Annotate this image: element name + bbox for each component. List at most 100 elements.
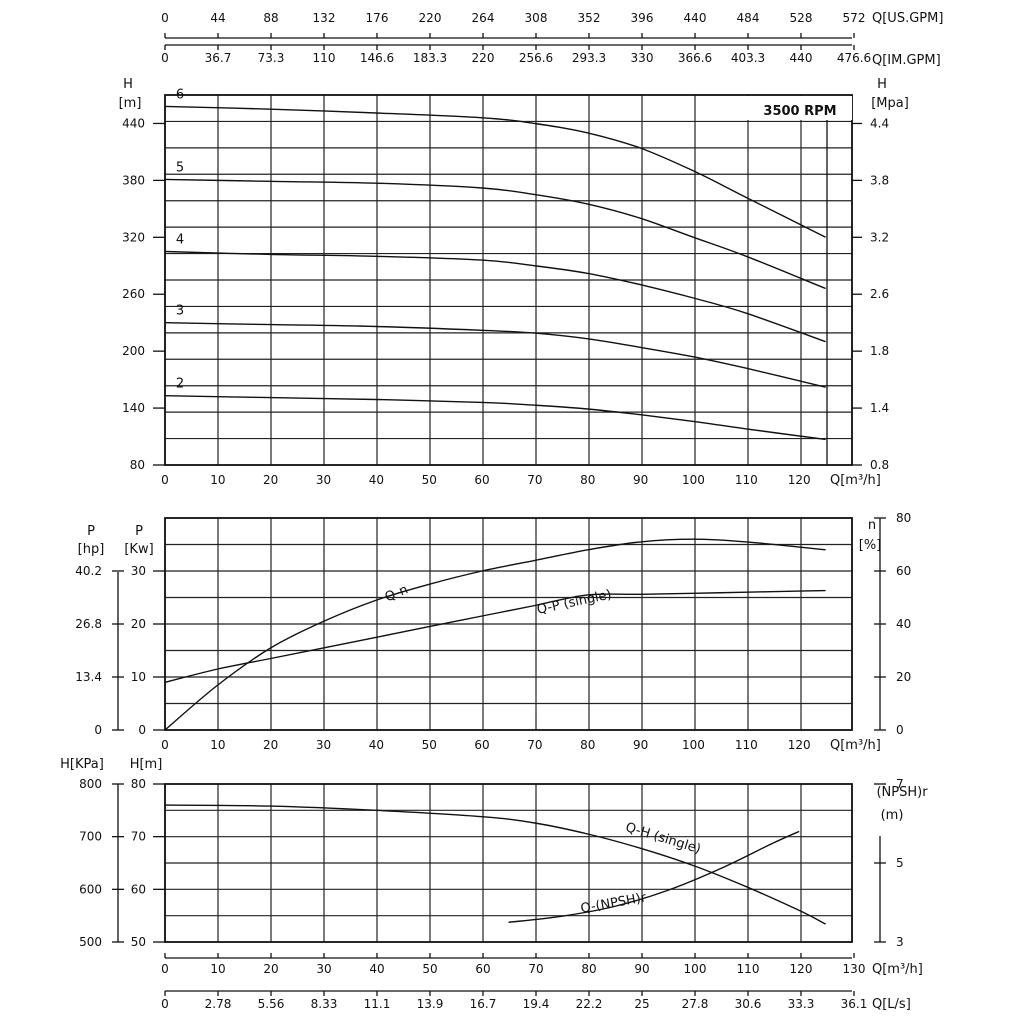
- head-left-tick-label: 140: [122, 401, 145, 415]
- q-m3h-tick-label: 70: [528, 962, 543, 976]
- im-gpm-tick-label: 183.3: [413, 51, 447, 65]
- head-curve-stage-5: [164, 178, 826, 290]
- npsh-axis-title: (NPSH)r: [876, 785, 928, 800]
- q-m3h-tick-label: 120: [790, 962, 813, 976]
- curves-layer: [164, 105, 826, 925]
- eff-axis-unit: [%]: [859, 538, 882, 553]
- q-ls-tick-label: 13.9: [417, 997, 444, 1011]
- head-curve-stage-2: [164, 395, 826, 441]
- im-gpm-label: Q[IM.GPM]: [872, 53, 941, 68]
- q-ls-tick-label: 36.1: [841, 997, 868, 1011]
- head-x-tick-label: 30: [316, 473, 331, 487]
- hp-tick-label: 0: [94, 723, 102, 737]
- kw-tick-label: 20: [131, 617, 146, 631]
- stage-count-label: 3: [176, 304, 184, 319]
- im-gpm-tick-label: 36.7: [205, 51, 232, 65]
- q-m3h-tick-label: 90: [634, 962, 649, 976]
- head-x-tick-label: 70: [527, 473, 542, 487]
- eff-tick-label: 40: [896, 617, 911, 631]
- head-chart-frame: [164, 94, 853, 466]
- head-x-tick-label: 10: [210, 473, 225, 487]
- q-ls-tick-label: 16.7: [470, 997, 497, 1011]
- hp-tick-label: 13.4: [75, 670, 102, 684]
- q-m3h-tick-label: 100: [684, 962, 707, 976]
- power-x-tick-label: 40: [369, 738, 384, 752]
- im-gpm-tick-label: 403.3: [731, 51, 765, 65]
- q-ls-tick-label: 19.4: [523, 997, 550, 1011]
- q-ls-tick-label: 27.8: [682, 997, 709, 1011]
- head-left-tick-label: 440: [122, 116, 145, 130]
- kw-tick-label: 0: [138, 723, 146, 737]
- npsh-curve: [508, 830, 800, 923]
- im-gpm-tick-label: 256.6: [519, 51, 553, 65]
- q-ls-tick-label: 5.56: [258, 997, 285, 1011]
- power-x-tick-label: 30: [316, 738, 331, 752]
- q-ls-tick-label: 30.6: [735, 997, 762, 1011]
- eff-tick-label: 0: [896, 723, 904, 737]
- head-right-tick-label: 2.6: [870, 287, 889, 301]
- head-x-tick-label: 50: [422, 473, 437, 487]
- head-left-tick-label: 200: [122, 344, 145, 358]
- im-gpm-tick-label: 366.6: [678, 51, 712, 65]
- q-ls-tick-label: 11.1: [364, 997, 391, 1011]
- head-x-tick-label: 110: [735, 473, 758, 487]
- q-ls-tick-label: 8.33: [311, 997, 338, 1011]
- head-x-tick-label: 40: [369, 473, 384, 487]
- us-gpm-tick-label: 44: [210, 11, 225, 25]
- q-m3h-tick-label: 30: [316, 962, 331, 976]
- head-right-tick-label: 1.8: [870, 344, 889, 358]
- head-x-tick-label: 20: [263, 473, 278, 487]
- power-x-tick-label: 100: [682, 738, 705, 752]
- us-gpm-tick-label: 308: [525, 11, 548, 25]
- head-x-tick-label: 60: [474, 473, 489, 487]
- head-left-tick-label: 380: [122, 173, 145, 187]
- head-left-axis-unit: [m]: [119, 96, 142, 111]
- rpm-label-box: [746, 96, 852, 120]
- q-m3h-tick-label: 20: [263, 962, 278, 976]
- npsh-tick-label: 3: [896, 935, 904, 949]
- kw-axis-unit: [Kw]: [124, 542, 153, 557]
- npsh-tick-label: 7: [896, 777, 904, 791]
- power-x-tick-label: 90: [633, 738, 648, 752]
- im-gpm-tick-label: 146.6: [360, 51, 394, 65]
- npsh-curve-label: Q-(NPSH)r: [579, 890, 648, 916]
- kpa-tick-label: 500: [79, 935, 102, 949]
- im-gpm-tick-label: 476.6: [837, 51, 871, 65]
- q-ls-tick-label: 33.3: [788, 997, 815, 1011]
- head-left-axis-title: H: [123, 77, 133, 92]
- im-gpm-tick-label: 220: [472, 51, 495, 65]
- head-curve-stage-3: [164, 322, 826, 388]
- power-curve: [164, 589, 826, 683]
- grid-layer: [112, 33, 886, 996]
- us-gpm-tick-label: 352: [578, 11, 601, 25]
- power-x-tick-label: 0: [161, 738, 169, 752]
- head-right-axis-title: H: [877, 77, 887, 92]
- im-gpm-tick-label: 330: [631, 51, 654, 65]
- kpa-tick-label: 800: [79, 777, 102, 791]
- us-gpm-tick-label: 132: [313, 11, 336, 25]
- power-curve-label: Q-P (single): [536, 587, 613, 617]
- kpa-tick-label: 600: [79, 882, 102, 896]
- head-curve-stage-6: [164, 105, 826, 238]
- kw-tick-label: 10: [131, 670, 146, 684]
- m-tick-label: 60: [131, 882, 146, 896]
- eff-tick-label: 60: [896, 564, 911, 578]
- q-m3h-axis-title: Q[m³/h]: [872, 962, 923, 977]
- q-ls-tick-label: 2.78: [205, 997, 232, 1011]
- m-tick-label: 50: [131, 935, 146, 949]
- im-gpm-tick-label: 110: [313, 51, 336, 65]
- kpa-tick-label: 700: [79, 830, 102, 844]
- m-axis-title: H[m]: [130, 757, 163, 772]
- stage-count-label: 6: [176, 87, 184, 102]
- us-gpm-tick-label: 264: [472, 11, 495, 25]
- hp-axis-title: P: [87, 524, 95, 539]
- head-right-tick-label: 3.8: [870, 173, 889, 187]
- q-ls-tick-label: 22.2: [576, 997, 603, 1011]
- hp-axis-unit: [hp]: [78, 542, 105, 557]
- single-head-curve-label: Q-H (single): [624, 820, 703, 857]
- us-gpm-label: Q[US.GPM]: [872, 11, 943, 26]
- stage-count-label: 4: [176, 233, 184, 248]
- q-m3h-tick-label: 10: [210, 962, 225, 976]
